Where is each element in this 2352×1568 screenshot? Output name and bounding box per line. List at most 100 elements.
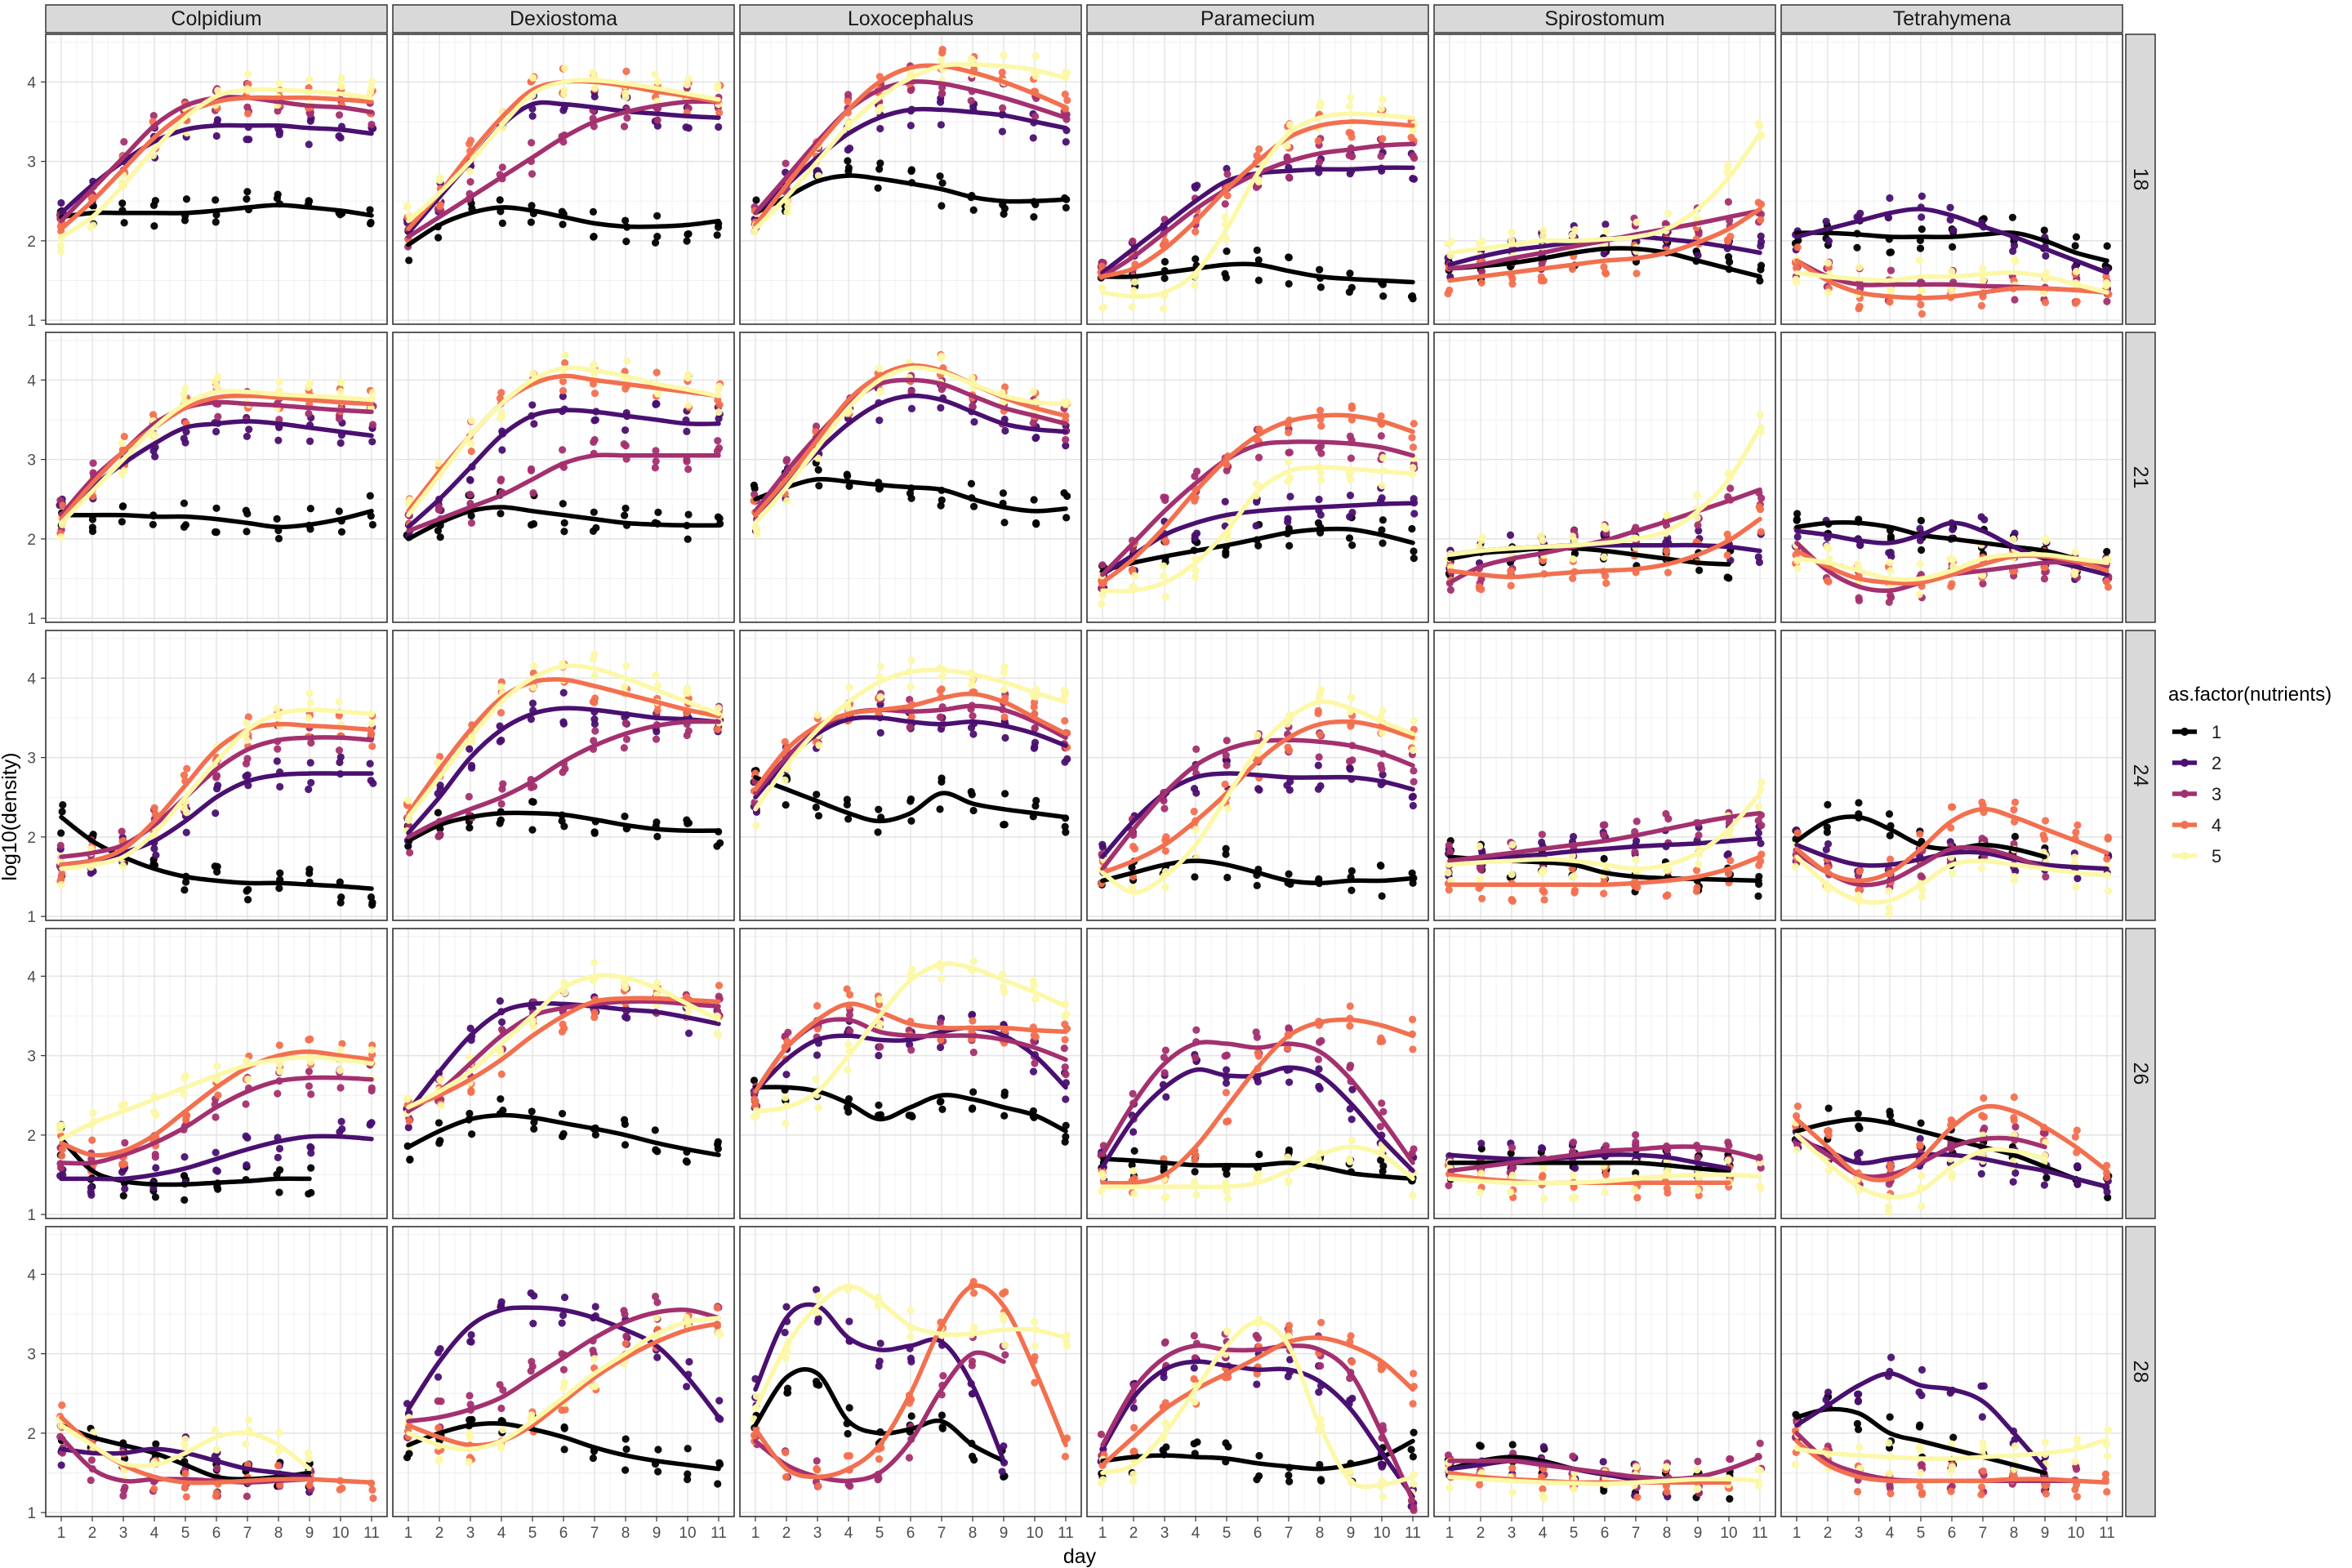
data-point-n1 (1062, 828, 1070, 836)
data-point-n2 (1346, 764, 1354, 772)
data-point-n3 (2011, 1123, 2020, 1131)
data-point-n2 (336, 134, 345, 142)
data-point-n1 (275, 1188, 283, 1196)
smooth-line-n4 (753, 691, 1068, 792)
data-point-n1 (1285, 870, 1293, 878)
panel-paramecium-21 (1086, 332, 1429, 623)
data-point-n4 (368, 742, 376, 751)
data-point-n1 (57, 829, 65, 837)
smooth-line-n2 (1447, 1152, 1731, 1171)
data-point-n2 (1223, 1066, 1231, 1074)
smooth-line-n4 (1100, 119, 1415, 279)
data-point-n5 (1662, 866, 1671, 874)
data-point-n5 (1379, 1144, 1388, 1152)
data-point-n5 (152, 1111, 160, 1119)
data-point-n3 (528, 170, 537, 178)
data-point-n1 (2071, 242, 2079, 250)
data-point-n3 (1223, 1051, 1231, 1059)
data-point-n5 (1409, 746, 1418, 755)
data-point-n4 (1031, 1033, 1040, 1041)
data-point-n4 (1317, 422, 1325, 430)
data-point-n4 (182, 1493, 190, 1501)
data-point-n5 (783, 208, 791, 216)
data-point-n3 (1410, 777, 1418, 786)
data-point-n1 (621, 1141, 630, 1149)
data-point-n3 (1161, 1046, 1169, 1054)
data-point-n5 (1475, 239, 1484, 247)
data-point-n4 (59, 501, 67, 510)
data-point-n3 (120, 137, 128, 146)
smooth-line-n5 (1100, 465, 1415, 594)
data-point-n5 (1345, 102, 1353, 110)
data-point-n1 (845, 482, 853, 490)
data-point-n5 (1223, 1194, 1232, 1203)
data-point-n3 (846, 1027, 854, 1036)
data-point-n4 (180, 771, 189, 779)
data-point-n5 (1098, 304, 1107, 312)
panel-colpidium-21 (45, 332, 388, 623)
data-point-n2 (1162, 1093, 1170, 1101)
data-point-n2 (307, 1143, 315, 1152)
smooth-line-n3 (1100, 737, 1415, 871)
data-point-n3 (149, 111, 158, 120)
data-point-n3 (1285, 173, 1294, 181)
data-point-n3 (406, 849, 414, 857)
data-point-n2 (276, 782, 284, 791)
data-point-n3 (119, 1492, 127, 1500)
data-point-n4 (1602, 579, 1610, 587)
data-point-n5 (1754, 803, 1763, 811)
data-point-n5 (1130, 278, 1139, 286)
data-point-n2 (214, 782, 222, 790)
data-point-n5 (337, 82, 345, 91)
smooth-line-n4 (1447, 516, 1762, 580)
data-point-n3 (782, 457, 791, 466)
data-point-n5 (590, 959, 599, 967)
data-point-n1 (305, 869, 314, 877)
data-point-n4 (937, 1036, 945, 1045)
data-point-n2 (1408, 793, 1416, 801)
data-point-n1 (528, 202, 536, 210)
data-point-n4 (1477, 278, 1486, 287)
data-point-n2 (152, 1164, 160, 1172)
data-point-n4 (58, 1145, 67, 1153)
smooth-line-n5 (1794, 1133, 2047, 1200)
data-point-n1 (683, 816, 691, 824)
data-point-n2 (937, 121, 945, 129)
data-point-n3 (1252, 1028, 1260, 1036)
facet-strip-spirostomum (1433, 4, 1776, 33)
data-point-n1 (1724, 252, 1733, 261)
data-point-n2 (338, 1125, 346, 1134)
data-point-n2 (1192, 184, 1200, 192)
data-point-n3 (590, 737, 598, 745)
data-point-n5 (2042, 537, 2050, 546)
data-point-n2 (1029, 134, 1037, 142)
panel-paramecium-24 (1086, 630, 1429, 921)
data-point-n2 (337, 1117, 345, 1125)
data-point-n2 (243, 771, 252, 779)
data-point-n5 (529, 370, 537, 378)
data-point-n2 (528, 699, 537, 707)
data-point-n3 (1031, 1059, 1039, 1067)
data-point-n4 (843, 985, 851, 993)
data-point-n4 (558, 1027, 567, 1036)
data-point-n4 (969, 1017, 977, 1025)
data-point-n2 (1316, 782, 1325, 790)
data-point-n1 (1255, 1150, 1263, 1159)
data-point-n1 (590, 829, 599, 837)
data-point-n1 (1221, 270, 1229, 278)
data-point-n3 (1129, 237, 1137, 245)
data-point-n2 (621, 1013, 630, 1021)
data-point-n3 (1376, 1122, 1384, 1131)
data-point-n5 (1377, 105, 1385, 113)
data-point-n4 (405, 1117, 413, 1125)
data-point-n3 (89, 459, 97, 467)
data-point-n1 (497, 1095, 505, 1103)
data-point-n1 (2103, 547, 2111, 556)
data-point-n5 (120, 1100, 128, 1108)
data-point-n5 (1793, 278, 1801, 287)
data-point-n5 (1060, 1012, 1069, 1020)
data-point-n2 (2009, 1178, 2017, 1186)
data-point-n1 (1379, 516, 1387, 524)
data-point-n1 (782, 800, 790, 809)
data-point-n4 (1221, 780, 1229, 788)
